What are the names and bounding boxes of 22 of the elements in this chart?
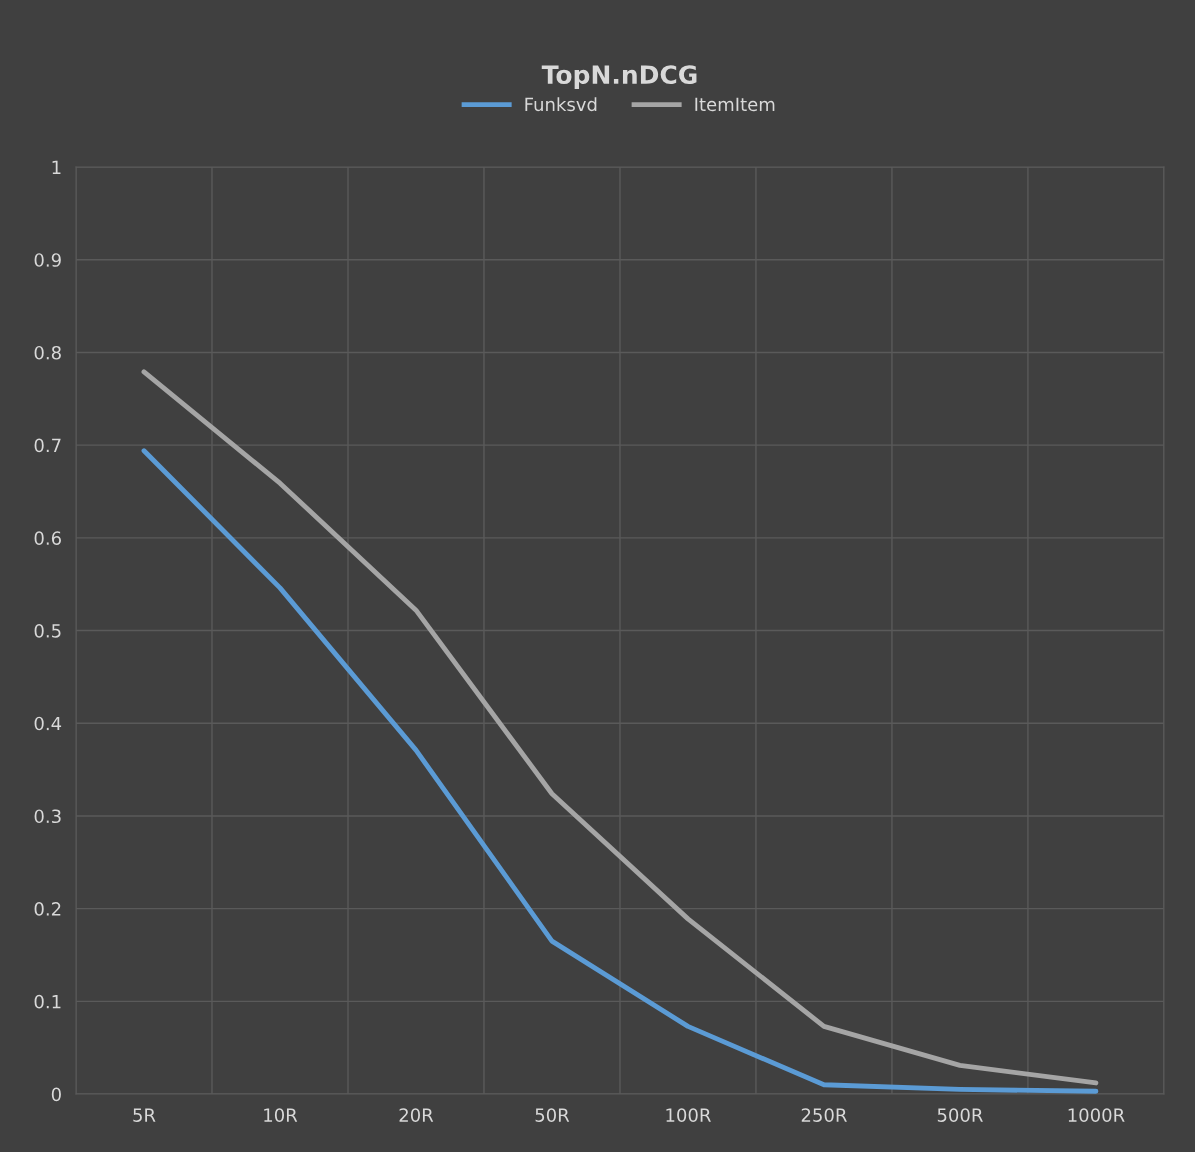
legend-label: Funksvd	[525, 97, 597, 112]
y-tick-label: 0.4	[34, 716, 62, 731]
y-tick-label: 0.6	[34, 531, 61, 545]
x-tick-label: 500R	[937, 1108, 983, 1122]
y-tick-label: 0.2	[34, 902, 61, 916]
y-tick-label: 0.9	[34, 253, 61, 267]
x-tick-label: 20R	[399, 1108, 434, 1122]
y-tick-label: 0.5	[34, 624, 61, 638]
y-tick-label: 0.8	[34, 345, 61, 360]
x-tick-label: 10R	[264, 1108, 298, 1122]
x-tick-label: 250R	[801, 1108, 847, 1122]
chart-title: TopN.nDCG	[541, 65, 697, 89]
legend-label: ItemItem	[695, 97, 775, 112]
y-tick-label: 0.1	[34, 994, 61, 1009]
y-tick-label: 0	[51, 1087, 61, 1102]
y-tick-label: 0.7	[34, 438, 61, 453]
x-tick-label: 5R	[133, 1108, 156, 1122]
y-tick-label: 0.3	[34, 809, 61, 824]
x-tick-label: 100R	[666, 1108, 711, 1122]
y-tick-label: 1	[52, 160, 61, 174]
x-tick-label: 50R	[535, 1108, 570, 1122]
x-tick-label: 1000R	[1068, 1108, 1125, 1122]
